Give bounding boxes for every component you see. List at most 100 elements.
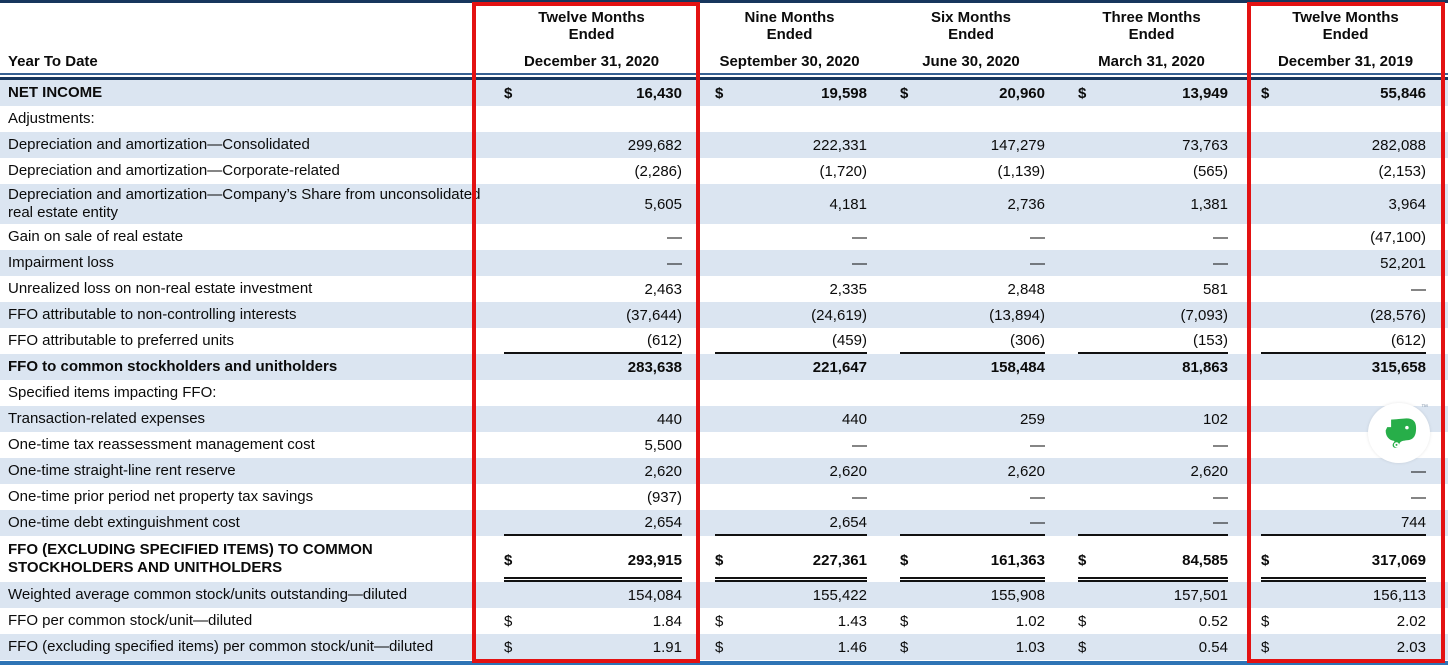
cell-value: 221,647 (812, 358, 867, 376)
value-cell: 155,908 (882, 582, 1060, 608)
value-cell: (47,100) (1243, 224, 1448, 250)
value-cell: 81,863 (1060, 354, 1243, 380)
value-cell (882, 380, 1060, 406)
cell-value: 222,331 (812, 136, 867, 154)
value-cell: — (486, 224, 697, 250)
value-cell: 1,381 (1060, 184, 1243, 224)
row-label: FFO (excluding specified items) per comm… (8, 638, 434, 655)
table-body: NET INCOME $16,430 $19,598 $20,960 $13,9… (0, 80, 1448, 660)
cell-value: 19,598 (821, 84, 867, 102)
value-cell (697, 380, 882, 406)
value-cell: 73,763 (1060, 132, 1243, 158)
currency-symbol: $ (504, 638, 513, 656)
value-cell: — (882, 432, 1060, 458)
corner-label: Year To Date (8, 53, 98, 70)
period-date-label: December 31, 2019 (1277, 53, 1414, 70)
cell-value: — (1030, 514, 1045, 531)
value-cell: $2.03 (1243, 634, 1448, 660)
cell-value: (24,619) (811, 306, 867, 324)
row-label: Impairment loss (8, 254, 114, 271)
cell-value: — (1213, 254, 1228, 272)
currency-symbol: $ (1261, 552, 1270, 569)
cell-value: 158,484 (990, 358, 1045, 376)
header-divider (0, 73, 1448, 80)
period-ended-label: Ended (766, 26, 813, 43)
cell-value: 293,915 (627, 552, 682, 569)
row-label: FFO attributable to preferred units (8, 332, 234, 349)
value-cell (1060, 106, 1243, 132)
row-label: One-time straight-line rent reserve (8, 462, 236, 479)
value-cell: — (1060, 484, 1243, 510)
cell-value: 2,654 (644, 514, 682, 531)
value-cell: — (697, 250, 882, 276)
value-cell: $19,598 (697, 80, 882, 106)
cell-value: 2.03 (1396, 638, 1426, 656)
value-cell: $1.03 (882, 634, 1060, 660)
cell-value: — (1213, 436, 1228, 454)
value-cell: 222,331 (697, 132, 882, 158)
cell-value: 155,422 (812, 586, 867, 604)
value-cell (697, 106, 882, 132)
value-cell: — (1243, 484, 1448, 510)
currency-symbol: $ (900, 552, 909, 569)
currency-symbol: $ (900, 638, 909, 656)
value-cell: (28,576) (1243, 302, 1448, 328)
currency-symbol: $ (715, 612, 724, 630)
value-cell: 2,463 (486, 276, 697, 302)
cell-value: — (1213, 514, 1228, 531)
cell-value: 102 (1202, 410, 1228, 428)
table-row: Depreciation and amortization—Consolidat… (0, 132, 1448, 158)
cell-value: — (852, 254, 867, 272)
currency-symbol: $ (900, 612, 909, 630)
period-date-label: June 30, 2020 (922, 53, 1020, 70)
cell-value: (459) (831, 332, 867, 349)
cell-value: 52,201 (1380, 254, 1426, 272)
cell-value: 73,763 (1182, 136, 1228, 154)
cell-value: — (1411, 462, 1426, 480)
value-cell: — (882, 250, 1060, 276)
value-cell: 102 (1060, 406, 1243, 432)
cell-value: 2,620 (1007, 462, 1045, 480)
value-cell: $161,363 (882, 536, 1060, 582)
cell-value: — (1030, 254, 1045, 272)
row-label: Depreciation and amortization—Company’s … (8, 186, 481, 221)
value-cell: 158,484 (882, 354, 1060, 380)
cell-value: 2,620 (829, 462, 867, 480)
value-cell: — (882, 224, 1060, 250)
value-cell: 157,501 (1060, 582, 1243, 608)
cell-value: 5,500 (644, 436, 682, 454)
evernote-clipper-button[interactable]: ™ (1368, 403, 1430, 463)
currency-symbol: $ (1078, 552, 1087, 569)
value-cell (1243, 106, 1448, 132)
value-cell: $0.52 (1060, 608, 1243, 634)
period-date-label: September 30, 2020 (719, 53, 860, 70)
cell-value: 1.46 (837, 638, 867, 656)
cell-value: 1.91 (652, 638, 682, 656)
cell-value: 744 (1400, 514, 1426, 531)
value-cell: 2,848 (882, 276, 1060, 302)
value-cell: 440 (486, 406, 697, 432)
value-cell: 315,658 (1243, 354, 1448, 380)
cell-value: 3,964 (1388, 195, 1426, 213)
cell-value: (612) (1390, 332, 1426, 349)
period-ended-label: Ended (1128, 26, 1175, 43)
table-row: FFO per common stock/unit—diluted $1.84 … (0, 608, 1448, 634)
cell-value: (28,576) (1370, 306, 1426, 324)
value-cell: $0.54 (1060, 634, 1243, 660)
cell-value: 2,654 (829, 514, 867, 531)
cell-value: — (667, 228, 682, 246)
currency-symbol: $ (900, 84, 909, 102)
cell-value: 2,620 (644, 462, 682, 480)
row-label: One-time tax reassessment management cos… (8, 436, 315, 453)
value-cell: $2.02 (1243, 608, 1448, 634)
table-row: Transaction-related expenses 440 440 259… (0, 406, 1448, 432)
value-cell (486, 380, 697, 406)
period-date-label: March 31, 2020 (1098, 53, 1205, 70)
cell-value: 581 (1202, 280, 1228, 298)
cell-value: (153) (1192, 332, 1228, 349)
value-cell: (306) (882, 328, 1060, 354)
value-cell: — (1060, 510, 1243, 536)
cell-value: (47,100) (1370, 228, 1426, 246)
value-cell: (13,894) (882, 302, 1060, 328)
row-label: Specified items impacting FFO: (8, 384, 217, 401)
